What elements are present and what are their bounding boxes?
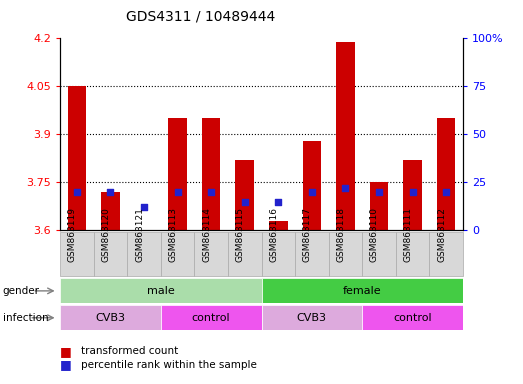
Bar: [127, 232, 161, 276]
Bar: [60, 232, 94, 276]
Bar: [269, 221, 288, 230]
Bar: [67, 86, 86, 230]
Bar: [195, 232, 228, 276]
Text: GSM863117: GSM863117: [303, 207, 312, 262]
Point: [241, 199, 249, 205]
Point: [408, 189, 417, 195]
Text: male: male: [147, 286, 175, 296]
Text: GSM863120: GSM863120: [101, 207, 110, 262]
Bar: [94, 232, 127, 276]
Bar: [60, 305, 161, 330]
Text: transformed count: transformed count: [81, 346, 178, 356]
Text: CVB3: CVB3: [297, 313, 327, 323]
Text: control: control: [393, 313, 432, 323]
Point: [274, 199, 282, 205]
Text: ■: ■: [60, 358, 76, 371]
Bar: [168, 118, 187, 230]
Text: GSM863112: GSM863112: [437, 207, 446, 262]
Text: GDS4311 / 10489444: GDS4311 / 10489444: [127, 9, 276, 23]
Point: [174, 189, 182, 195]
Bar: [161, 305, 262, 330]
Text: GSM863115: GSM863115: [236, 207, 245, 262]
Point: [73, 189, 81, 195]
Text: ■: ■: [60, 345, 76, 358]
Text: GSM863114: GSM863114: [202, 207, 211, 262]
Point: [308, 189, 316, 195]
Bar: [60, 278, 262, 303]
Point: [106, 189, 115, 195]
Text: GSM863110: GSM863110: [370, 207, 379, 262]
Text: GSM863119: GSM863119: [68, 207, 77, 262]
Text: GSM863121: GSM863121: [135, 207, 144, 262]
Bar: [228, 232, 262, 276]
Point: [341, 185, 349, 191]
Point: [140, 204, 148, 210]
Text: CVB3: CVB3: [96, 313, 126, 323]
Text: percentile rank within the sample: percentile rank within the sample: [81, 360, 257, 370]
Text: GSM863111: GSM863111: [404, 207, 413, 262]
Bar: [396, 232, 429, 276]
Bar: [262, 278, 463, 303]
Point: [375, 189, 383, 195]
Point: [442, 189, 450, 195]
Text: GSM863113: GSM863113: [168, 207, 178, 262]
Bar: [437, 118, 456, 230]
Bar: [336, 41, 355, 230]
Bar: [328, 232, 362, 276]
Bar: [295, 232, 328, 276]
Bar: [202, 118, 220, 230]
Text: GSM863116: GSM863116: [269, 207, 278, 262]
Text: female: female: [343, 286, 381, 296]
Bar: [303, 141, 321, 230]
Bar: [101, 192, 120, 230]
Bar: [262, 232, 295, 276]
Bar: [362, 232, 396, 276]
Text: GSM863118: GSM863118: [336, 207, 345, 262]
Bar: [403, 160, 422, 230]
Text: control: control: [192, 313, 231, 323]
Bar: [429, 232, 463, 276]
Bar: [262, 305, 362, 330]
Text: gender: gender: [3, 286, 40, 296]
Bar: [235, 160, 254, 230]
Bar: [362, 305, 463, 330]
Point: [207, 189, 215, 195]
Bar: [161, 232, 195, 276]
Text: infection: infection: [3, 313, 48, 323]
Bar: [370, 182, 388, 230]
